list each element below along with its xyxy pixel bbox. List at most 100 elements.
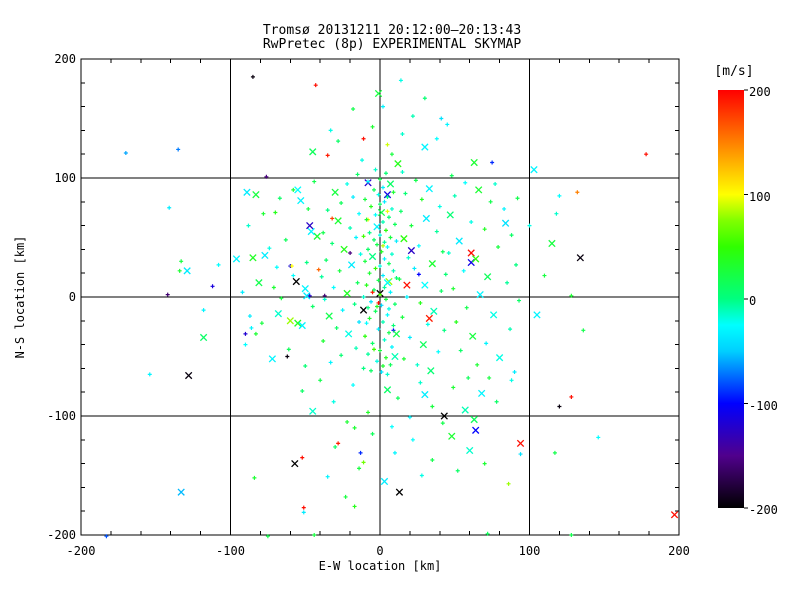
data-point-small <box>409 223 414 228</box>
data-point-x <box>383 386 392 394</box>
data-point-small <box>554 211 559 216</box>
data-point-small <box>419 197 424 202</box>
data-point-small <box>382 337 387 342</box>
data-point-x <box>533 311 541 319</box>
data-point-small <box>527 223 532 228</box>
data-point-x <box>419 340 428 349</box>
data-point-small <box>165 292 170 297</box>
data-point-x <box>306 221 314 230</box>
data-point-small <box>352 425 357 430</box>
data-point-small <box>358 450 363 455</box>
data-point-small <box>388 362 393 367</box>
data-point-small <box>243 331 248 336</box>
data-point-small <box>461 268 466 273</box>
data-point-small <box>285 354 290 359</box>
data-point-small <box>388 235 393 240</box>
data-point-small <box>482 461 487 466</box>
colorbar-gradient <box>718 90 744 508</box>
data-point-small <box>400 131 405 136</box>
colorbar-tick-label: 200 <box>749 85 771 99</box>
data-point-small <box>490 160 495 165</box>
data-point-x <box>495 354 504 362</box>
data-point-small <box>367 230 372 235</box>
data-point-x <box>576 254 584 262</box>
data-point-small <box>378 292 382 297</box>
data-point-small <box>386 330 391 335</box>
data-point-small <box>348 225 353 230</box>
data-point-small <box>267 246 272 251</box>
data-point-small <box>366 410 371 415</box>
data-point-small <box>176 147 181 152</box>
data-point-small <box>391 268 396 273</box>
data-point-x <box>446 211 454 219</box>
data-point-x <box>403 281 411 289</box>
data-point-x <box>373 223 381 231</box>
data-point-x <box>467 249 475 257</box>
data-point-x <box>303 292 311 300</box>
data-point-small <box>177 268 182 273</box>
data-point-x <box>255 279 263 287</box>
data-point-small <box>363 197 368 202</box>
data-point-small <box>569 533 574 537</box>
y-tick-label: 200 <box>54 52 76 66</box>
data-point-small <box>484 341 489 346</box>
data-point-x <box>309 148 317 156</box>
data-point-small <box>383 355 388 360</box>
data-point-small <box>487 375 492 380</box>
data-point-small <box>389 152 394 157</box>
data-point-x <box>325 312 333 320</box>
data-point-small <box>373 167 378 172</box>
data-point-small <box>376 278 381 283</box>
data-point-small <box>316 267 321 272</box>
data-point-small <box>557 404 562 409</box>
data-point-x <box>383 191 392 199</box>
data-point-x <box>347 261 356 269</box>
data-point-small <box>363 259 368 264</box>
data-point-small <box>416 243 421 248</box>
data-point-small <box>366 352 371 357</box>
data-point-small <box>369 299 374 304</box>
data-point-small <box>343 494 348 499</box>
data-point-x <box>392 330 401 338</box>
data-point-x <box>298 321 306 330</box>
data-point-small <box>259 321 264 326</box>
y-tick-label: -100 <box>47 409 76 423</box>
data-point-small <box>382 285 387 290</box>
data-point-small <box>370 431 375 436</box>
data-point-small <box>274 265 279 270</box>
data-point-small <box>440 249 445 254</box>
data-point-x <box>466 446 474 455</box>
data-point-small <box>412 266 417 271</box>
data-point-x <box>261 251 269 260</box>
data-point-small <box>367 316 372 321</box>
data-point-small <box>449 173 454 178</box>
data-point-x <box>297 196 305 205</box>
data-point-small <box>485 531 490 536</box>
data-point-small <box>385 195 390 200</box>
data-point-small <box>425 322 430 327</box>
data-point-small <box>325 474 330 479</box>
data-point-small <box>361 460 366 465</box>
data-point-small <box>337 268 342 273</box>
data-point-small <box>376 300 381 305</box>
data-point-small <box>300 455 305 460</box>
data-point-small <box>373 309 378 314</box>
data-point-small <box>383 228 388 233</box>
data-point-small <box>380 273 385 278</box>
data-point-x <box>307 227 315 236</box>
data-point-small <box>216 262 221 267</box>
data-point-small <box>380 104 385 109</box>
data-point-small <box>380 364 385 369</box>
data-point-x <box>199 333 208 342</box>
data-point-small <box>389 206 394 211</box>
data-point-small <box>445 122 450 127</box>
data-point-x <box>368 252 377 261</box>
data-point-x <box>475 186 483 194</box>
data-point-x <box>425 185 433 193</box>
data-point-small <box>301 505 306 510</box>
data-point-small <box>455 468 460 473</box>
data-point-small <box>351 195 356 200</box>
data-point-x <box>380 477 389 486</box>
gridlines <box>81 59 679 535</box>
data-point-small <box>273 210 278 215</box>
